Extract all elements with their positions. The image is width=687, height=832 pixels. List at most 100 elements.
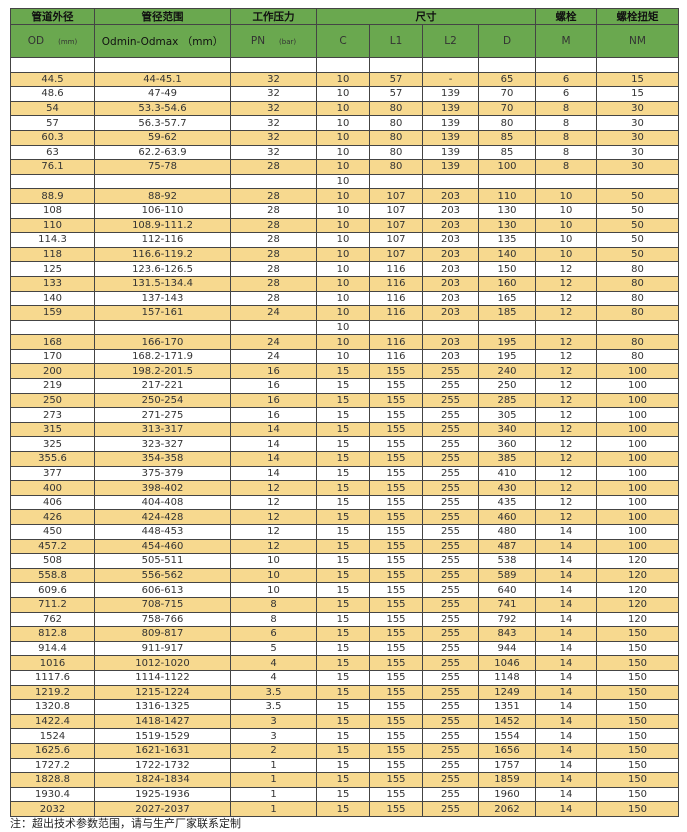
- table-cell: 12: [535, 378, 597, 394]
- header-l1: L1: [369, 24, 423, 58]
- table-cell: 14: [535, 786, 597, 803]
- table-cell: 100: [596, 465, 679, 482]
- table-cell: 155: [369, 786, 423, 803]
- table-cell: 15: [316, 757, 370, 774]
- table-cell: 100: [596, 436, 679, 453]
- table-cell: [478, 319, 536, 336]
- table-cell: 28: [230, 290, 317, 307]
- table-row: 44.5 44-45.1 32 10 57-65 6 15: [10, 71, 679, 88]
- table-cell: 10: [316, 100, 370, 117]
- table-cell: 1625.6: [10, 742, 95, 759]
- table-cell: 120: [596, 582, 679, 598]
- table-cell: 155: [369, 378, 423, 394]
- table-cell: 12: [535, 290, 597, 307]
- header-d: D: [478, 24, 536, 58]
- table-cell: 10: [535, 188, 597, 204]
- table-cell: 14: [535, 742, 597, 759]
- table-cell: 505-511: [94, 553, 231, 569]
- table-cell: [369, 57, 423, 73]
- table-cell: 30: [596, 144, 679, 161]
- table-cell: 255: [422, 363, 479, 380]
- table-row: 377 375-379 14 15 155 255 410 12 100: [10, 465, 679, 482]
- table-cell: 195: [478, 334, 536, 350]
- table-row: 711.2 708-715 8 15 155 255 741 14 120: [10, 596, 679, 613]
- table-row: 170 168.2-171.9 24 10 116 203 195 12 80: [10, 348, 679, 365]
- table-cell: 1046: [478, 655, 536, 671]
- table-row: 2032 2027-2037 1 15 155 255 2062 14 150: [10, 801, 679, 817]
- table-cell: 454-460: [94, 538, 231, 555]
- table-cell: 1320.8: [10, 699, 95, 715]
- table-cell: 10: [316, 202, 370, 219]
- table-cell: 155: [369, 669, 423, 686]
- table-row: 508 505-511 10 15 155 255 538 14 120: [10, 553, 679, 569]
- table-cell: 12: [535, 480, 597, 496]
- table-cell: 1148: [478, 669, 536, 686]
- table-cell: 155: [369, 699, 423, 715]
- table-cell: 150: [596, 626, 679, 642]
- table-cell: 139: [422, 100, 479, 117]
- separator-row: [10, 57, 679, 73]
- table-cell: 315: [10, 421, 95, 438]
- table-cell: [422, 57, 479, 73]
- table-cell: 15: [316, 407, 370, 423]
- table-cell: 404-408: [94, 494, 231, 511]
- table-row: 558.8 556-562 10 15 155 255 589 14 120: [10, 567, 679, 584]
- table-cell: 400: [10, 480, 95, 496]
- table-cell: 426: [10, 509, 95, 525]
- table-cell: 15: [596, 71, 679, 88]
- table-cell: 80: [369, 159, 423, 175]
- table-cell: 88.9: [10, 188, 95, 204]
- table-cell: 360: [478, 436, 536, 453]
- table-cell: 150: [596, 786, 679, 803]
- table-cell: 166-170: [94, 334, 231, 350]
- od-label: OD: [27, 35, 45, 47]
- table-cell: 255: [422, 524, 479, 540]
- table-cell: 8: [535, 159, 597, 175]
- table-cell: [94, 319, 231, 336]
- header-od: OD (mm): [10, 24, 95, 58]
- table-cell: 340: [478, 421, 536, 438]
- table-cell: 1114-1122: [94, 669, 231, 686]
- table-cell: 741: [478, 596, 536, 613]
- table-cell: 50: [596, 232, 679, 248]
- table-cell: 203: [422, 232, 479, 248]
- pipe-spec-table: 管道外径 管径范围 工作压力 尺寸 螺栓 螺栓扭矩 OD (mm) Odmin-O…: [10, 8, 679, 817]
- header-dimensions-group: 尺寸: [316, 8, 536, 25]
- table-row: 1117.6 1114-1122 4 15 155 255 1148 14 150: [10, 669, 679, 686]
- table-cell: -: [422, 71, 479, 88]
- table-cell: 6: [230, 626, 317, 642]
- table-cell: 155: [369, 421, 423, 438]
- table-row: 450 448-453 12 15 155 255 480 14 100: [10, 524, 679, 540]
- table-cell: [369, 319, 423, 336]
- table-cell: 100: [596, 451, 679, 467]
- table-cell: 80: [369, 100, 423, 117]
- table-cell: 110: [478, 188, 536, 204]
- table-cell: 255: [422, 713, 479, 730]
- table-cell: 203: [422, 188, 479, 204]
- table-cell: 28: [230, 232, 317, 248]
- table-cell: [10, 57, 95, 73]
- table-cell: 203: [422, 348, 479, 365]
- table-cell: 1656: [478, 742, 536, 759]
- header-pn: PN (bar): [230, 24, 317, 58]
- table-cell: 155: [369, 801, 423, 817]
- header-range: Odmin-Odmax （mm）: [94, 24, 231, 58]
- table-cell: 100: [596, 407, 679, 423]
- table-cell: 114.3: [10, 232, 95, 248]
- header-range-group: 管径范围: [94, 8, 231, 25]
- table-cell: 16: [230, 378, 317, 394]
- table-cell: 15: [316, 684, 370, 701]
- table-cell: 10: [316, 246, 370, 263]
- table-row: 914.4 911-917 5 15 155 255 944 14 150: [10, 640, 679, 657]
- table-cell: 5: [230, 640, 317, 657]
- table-cell: 377: [10, 465, 95, 482]
- table-cell: 203: [422, 275, 479, 292]
- table-cell: 155: [369, 509, 423, 525]
- table-cell: [230, 319, 317, 336]
- table-cell: 80: [596, 290, 679, 307]
- table-cell: [596, 57, 679, 73]
- table-cell: 139: [422, 129, 479, 146]
- table-cell: 15: [316, 421, 370, 438]
- table-cell: 14: [230, 451, 317, 467]
- table-cell: 56.3-57.7: [94, 115, 231, 131]
